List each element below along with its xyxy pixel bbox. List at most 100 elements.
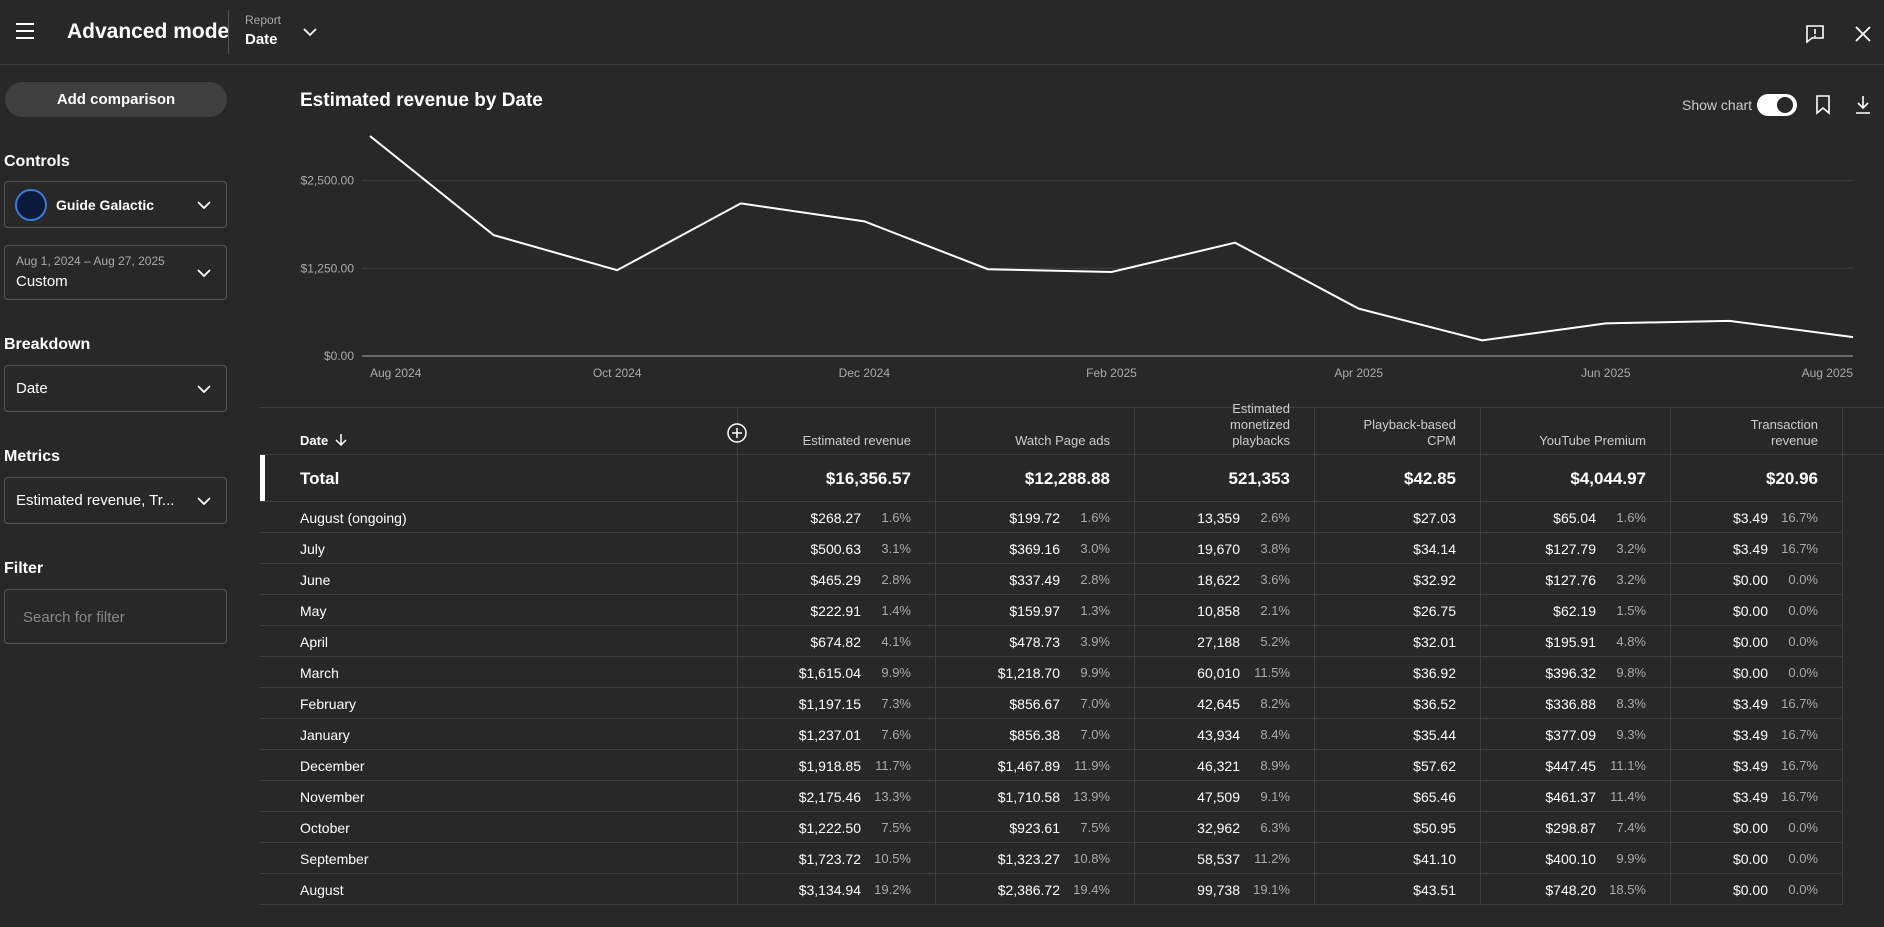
total-label: Total <box>300 469 340 488</box>
cell-share: 5.2% <box>1260 634 1290 649</box>
table-cell: $1,615.04 9.9% <box>737 657 935 688</box>
cell-value: $3,134.94 <box>798 881 861 898</box>
metrics-title: Metrics <box>4 448 61 465</box>
cell-value: $0.00 <box>1732 633 1768 650</box>
feedback-button[interactable] <box>1805 24 1825 44</box>
table-cell: 13,359 2.6% <box>1134 502 1314 533</box>
x-tick-label: Feb 2025 <box>1086 366 1137 380</box>
cell-value: $0.00 <box>1732 819 1768 836</box>
x-tick-label: Jun 2025 <box>1581 366 1631 380</box>
close-button[interactable] <box>1855 26 1871 42</box>
add-column-icon[interactable] <box>726 422 748 444</box>
cell-share: 3.1% <box>881 541 911 556</box>
cell-value: $1,710.58 <box>997 788 1060 805</box>
date-select[interactable]: Aug 1, 2024 – Aug 27, 2025 Custom <box>4 245 227 300</box>
menu-button[interactable] <box>15 22 37 40</box>
table-row <box>260 719 1842 750</box>
show-chart-toggle[interactable] <box>1756 93 1798 117</box>
table-cell: 58,537 11.2% <box>1134 843 1314 874</box>
table-row <box>260 657 1842 688</box>
table-row <box>260 688 1842 719</box>
table-cell: $478.73 3.9% <box>935 626 1134 657</box>
table-row <box>260 781 1842 812</box>
table-cell: $748.20 18.5% <box>1480 874 1670 905</box>
report-label: Report <box>245 13 282 27</box>
cell-value: $65.04 <box>1553 509 1596 526</box>
cell-value: $336.88 <box>1545 695 1596 712</box>
table-cell: $32.92 <box>1314 564 1480 595</box>
add-column <box>726 422 748 449</box>
total-cell: $12,288.88 <box>1024 468 1110 488</box>
cell-value: $62.19 <box>1553 602 1596 619</box>
cell-value: $1,323.27 <box>997 850 1060 867</box>
cell-value: $1,467.89 <box>997 757 1060 774</box>
table-cell: $57.62 <box>1314 750 1480 781</box>
cell-share: 1.6% <box>1080 510 1110 525</box>
top-bar: Advanced mode Report Date <box>0 0 1884 65</box>
cell-value: $43.51 <box>1413 881 1456 898</box>
report-value[interactable]: Date <box>245 31 278 48</box>
table-cell: $1,237.01 7.6% <box>737 719 935 750</box>
table-cell: $62.19 1.5% <box>1480 595 1670 626</box>
cell-value: $65.46 <box>1413 788 1456 805</box>
cell-share: 10.8% <box>1073 851 1110 866</box>
total-cell: $16,356.57 <box>825 468 911 488</box>
cell-value: $856.38 <box>1009 726 1060 743</box>
table-cell: $3.49 16.7% <box>1670 781 1842 812</box>
cell-value: 46,321 <box>1197 757 1240 774</box>
table-cell: $127.76 3.2% <box>1480 564 1670 595</box>
cell-share: 1.5% <box>1616 603 1646 618</box>
cell-share: 0.0% <box>1788 882 1818 897</box>
cell-value: $127.76 <box>1545 571 1596 588</box>
cell-share: 3.2% <box>1616 541 1646 556</box>
table-cell: $50.95 <box>1314 812 1480 843</box>
channel-select[interactable]: Guide Galactic <box>4 181 227 228</box>
cell-value: $396.32 <box>1545 664 1596 681</box>
breakdown-select[interactable]: Date <box>4 365 227 412</box>
breakdown-value: Date <box>16 380 48 397</box>
cell-value: $57.62 <box>1413 757 1456 774</box>
chart-title: Estimated revenue by Date <box>300 90 543 111</box>
table: Date Estimated revenue Watch Page ads Estim… <box>260 401 1884 907</box>
cell-share: 2.8% <box>1080 572 1110 587</box>
table-cell: $41.10 <box>1314 843 1480 874</box>
cell-value: $222.91 <box>810 602 861 619</box>
report-dropdown[interactable] <box>302 27 318 37</box>
cell-value: $856.67 <box>1009 695 1060 712</box>
cell-share: 1.6% <box>1616 510 1646 525</box>
table-row <box>260 564 1842 595</box>
table-cell: $1,918.85 11.7% <box>737 750 935 781</box>
cell-share: 19.2% <box>874 882 911 897</box>
filter-input[interactable]: Search for filter <box>4 589 227 644</box>
table-cell: $856.67 7.0% <box>935 688 1134 719</box>
table-cell: $43.51 <box>1314 874 1480 905</box>
table-cell: 27,188 5.2% <box>1134 626 1314 657</box>
metrics-select[interactable]: Estimated revenue, Tr... <box>4 477 227 524</box>
cell-value: 32,962 <box>1197 819 1240 836</box>
cell-share: 18.5% <box>1609 882 1646 897</box>
cell-value: $159.97 <box>1009 602 1060 619</box>
sort-arrow[interactable] <box>334 432 348 448</box>
cell-share: 11.7% <box>875 758 911 773</box>
x-tick-label: Aug 2025 <box>1802 366 1854 380</box>
cell-share: 13.3% <box>874 789 911 804</box>
table-cell: 10,858 2.1% <box>1134 595 1314 626</box>
divider <box>228 10 229 54</box>
cell-value: $1,615.04 <box>798 664 861 681</box>
bookmark-button[interactable] <box>1815 95 1831 115</box>
cell-share: 16.7% <box>1781 510 1818 525</box>
cell-share: 11.4% <box>1610 789 1646 804</box>
row-label: February <box>300 696 357 712</box>
chevron <box>197 268 211 277</box>
download-button[interactable] <box>1855 95 1871 115</box>
y-tick-label: $0.00 <box>324 349 354 363</box>
y-tick-label: $2,500.00 <box>301 174 355 188</box>
cell-value: $199.72 <box>1009 509 1060 526</box>
table-cell: 47,509 9.1% <box>1134 781 1314 812</box>
metrics-value: Estimated revenue, Tr... <box>16 492 175 509</box>
table-cell: $856.38 7.0% <box>935 719 1134 750</box>
total-cell: 521,353 <box>1228 468 1290 488</box>
table-cell: $337.49 2.8% <box>935 564 1134 595</box>
add-comparison-button[interactable]: Add comparison <box>5 82 227 117</box>
filter-placeholder: Search for filter <box>23 609 125 626</box>
